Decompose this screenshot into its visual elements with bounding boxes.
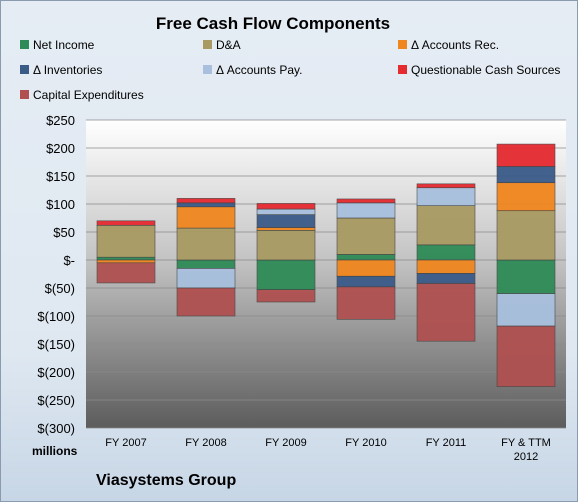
y-tick-label: $50	[53, 225, 75, 240]
bar-segment	[416, 273, 476, 284]
plot-area	[86, 120, 566, 428]
bar-segment	[176, 198, 236, 204]
bar-segment	[416, 187, 476, 206]
legend-item: Δ Accounts Rec.	[398, 38, 499, 52]
y-tick-label: $(50)	[45, 281, 75, 296]
bar-segment	[336, 198, 396, 204]
bar-segment	[256, 203, 316, 210]
bar-segment	[416, 244, 476, 261]
legend-item: Net Income	[20, 38, 94, 52]
bar-segment	[336, 202, 396, 219]
bar-segment	[336, 217, 396, 255]
y-tick-label: $(150)	[37, 337, 75, 352]
bar-segment	[496, 325, 556, 387]
y-tick-label: $250	[46, 113, 75, 128]
bar-segment	[176, 202, 236, 208]
x-tick-label: FY 2011	[426, 437, 467, 449]
legend-swatch	[203, 40, 212, 49]
bar-segment	[256, 227, 316, 231]
bar-segment	[176, 206, 236, 229]
bar-segment	[496, 210, 556, 261]
legend-item: Δ Inventories	[20, 63, 102, 77]
legend-item: Capital Expenditures	[20, 88, 144, 102]
legend-swatch	[203, 65, 212, 74]
legend-item: D&A	[203, 38, 241, 52]
bar-segment	[496, 182, 556, 212]
legend-label: Questionable Cash Sources	[411, 63, 561, 77]
bar-segment	[496, 259, 556, 294]
x-tick-label: FY 2009	[265, 437, 306, 449]
legend-swatch	[398, 40, 407, 49]
bar-segment	[176, 268, 236, 289]
legend-label: D&A	[216, 38, 241, 52]
bar-segment	[96, 220, 156, 226]
legend-label: Δ Accounts Pay.	[216, 63, 303, 77]
y-tick-label: $(100)	[37, 309, 75, 324]
y-tick-label: $(250)	[37, 393, 75, 408]
legend-item: Δ Accounts Pay.	[203, 63, 303, 77]
bar-segment	[336, 286, 396, 320]
chart-title: Free Cash Flow Components	[155, 14, 391, 33]
legend-label: Δ Accounts Rec.	[411, 38, 500, 52]
y-tick-label: $(200)	[37, 365, 75, 380]
bar-segment	[336, 259, 396, 277]
bar-segment	[336, 275, 396, 288]
y-tick-label: $200	[46, 141, 75, 156]
legend-swatch	[20, 90, 29, 99]
bar-segment	[96, 262, 156, 284]
bar-segment	[416, 259, 476, 274]
bar-segment	[416, 183, 476, 189]
units-label: millions	[32, 444, 78, 458]
bar-segment	[176, 227, 236, 261]
legend-label: Net Income	[33, 38, 95, 52]
x-tick-label: FY 2010	[345, 437, 386, 449]
bar-segment	[176, 287, 236, 317]
x-tick-label: 2012	[514, 451, 538, 463]
bar-segment	[256, 208, 316, 215]
legend-label: Capital Expenditures	[33, 88, 144, 102]
x-tick-label: FY & TTM	[501, 437, 551, 449]
bar-segment	[96, 256, 156, 261]
bar-segment	[416, 205, 476, 246]
y-tick-label: $100	[46, 197, 75, 212]
bar-segment	[416, 283, 476, 342]
chart-legend: Net Income D&A Δ Accounts Rec. Δ Inventorie…	[20, 38, 570, 104]
bar-segment	[256, 230, 316, 261]
bar-segment	[176, 259, 236, 269]
legend-swatch	[398, 65, 407, 74]
x-tick-label: FY 2007	[105, 437, 146, 449]
bar-segment	[256, 289, 316, 303]
bar-segment	[256, 214, 316, 228]
y-tick-label: $150	[46, 169, 75, 184]
legend-swatch	[20, 40, 29, 49]
legend-item: Questionable Cash Sources	[398, 63, 560, 77]
bar-segment	[496, 293, 556, 327]
bar-segment	[496, 143, 556, 167]
x-tick-label: FY 2008	[185, 437, 226, 449]
legend-label: Δ Inventories	[33, 63, 103, 77]
bar-segment	[96, 224, 156, 258]
company-name: Viasystems Group	[96, 472, 237, 489]
y-tick-label: $(300)	[37, 421, 75, 436]
bar-segment	[96, 259, 156, 264]
bar-segment	[336, 254, 396, 261]
y-tick-label: $-	[63, 253, 75, 268]
legend-swatch	[20, 65, 29, 74]
bar-segment	[256, 259, 316, 290]
bar-segment	[496, 166, 556, 184]
